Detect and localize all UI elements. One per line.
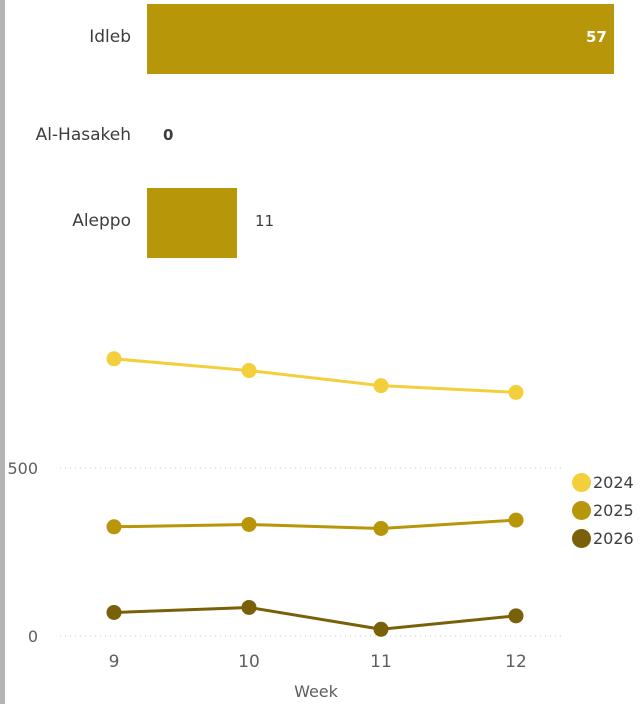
data-point xyxy=(508,608,524,624)
data-point xyxy=(508,384,524,400)
bar-category-label: Aleppo xyxy=(72,211,131,231)
data-point xyxy=(373,378,389,394)
x-axis-label: Week xyxy=(294,682,339,701)
data-point xyxy=(241,599,257,615)
data-point xyxy=(106,604,122,620)
data-point xyxy=(106,351,122,367)
legend-marker xyxy=(572,500,591,520)
bar xyxy=(147,188,237,258)
series-line-2025 xyxy=(113,518,517,530)
y-tick-label: 0 xyxy=(28,627,38,646)
data-point xyxy=(241,516,257,532)
series-line-2026 xyxy=(113,605,517,631)
legend: 2024 2025 2026 xyxy=(572,468,634,552)
bar-category-label: Idleb xyxy=(89,27,131,47)
x-tick-label: 10 xyxy=(238,652,260,672)
bar-value-label: 57 xyxy=(586,28,607,46)
bar-value-label: 11 xyxy=(255,212,275,230)
data-point xyxy=(508,512,524,528)
line-chart: 0 500 9 10 11 12 Week xyxy=(7,351,565,701)
legend-label: 2026 xyxy=(593,528,634,548)
bar-value-label: 0 xyxy=(163,126,174,144)
bar xyxy=(147,4,614,74)
legend-item[interactable]: 2024 xyxy=(572,468,634,496)
y-tick-label: 500 xyxy=(7,459,38,478)
series-line-2024 xyxy=(113,357,517,394)
x-tick-label: 12 xyxy=(505,652,527,672)
bar-chart: Idleb 57 Al-Hasakeh 0 Aleppo 11 xyxy=(0,0,644,300)
x-tick-label: 9 xyxy=(109,652,120,672)
data-point xyxy=(373,621,389,637)
legend-label: 2025 xyxy=(593,500,634,520)
bar-category-label: Al-Hasakeh xyxy=(35,125,131,145)
data-point xyxy=(373,520,389,536)
legend-item[interactable]: 2025 xyxy=(572,496,634,524)
data-point xyxy=(106,519,122,535)
legend-label: 2024 xyxy=(593,472,634,492)
left-border xyxy=(0,0,5,704)
legend-marker xyxy=(572,472,591,492)
data-point xyxy=(241,363,257,379)
legend-marker xyxy=(572,528,591,548)
x-tick-label: 11 xyxy=(370,652,392,672)
legend-item[interactable]: 2026 xyxy=(572,524,634,552)
